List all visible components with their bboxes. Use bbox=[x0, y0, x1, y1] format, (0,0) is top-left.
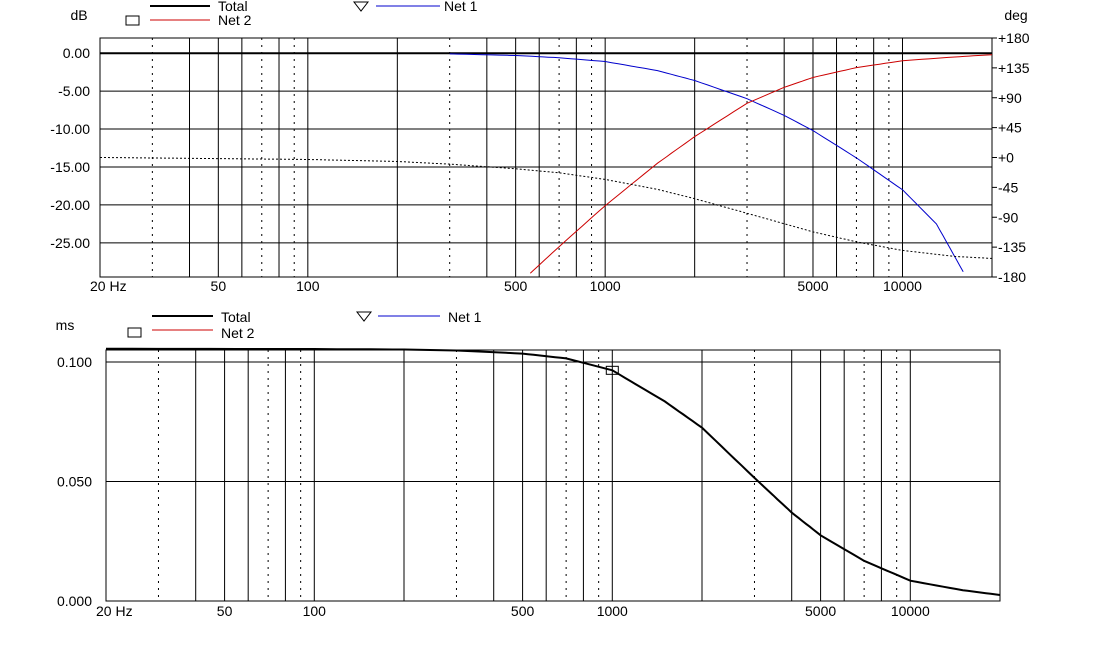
x-tick-label: 100 bbox=[303, 603, 327, 619]
y-tick-label: -10.00 bbox=[50, 121, 90, 137]
x-tick-label: 100 bbox=[296, 278, 320, 294]
x-axis: 20 Hz 50 100 500 1000 5000 10000 bbox=[90, 278, 922, 294]
y-tick-label-right: +0 bbox=[998, 150, 1014, 166]
x-tick-label: 20 Hz bbox=[90, 278, 127, 294]
y-tick-label: 0.100 bbox=[57, 354, 92, 370]
y-tick-label-right: -45 bbox=[998, 179, 1018, 195]
x-axis: 20 Hz 50 100 500 1000 5000 10000 bbox=[96, 603, 930, 619]
y-axis-left: 0.00 -5.00 -10.00 -15.00 -20.00 -25.00 bbox=[50, 45, 90, 251]
group-delay: 0.100 0.050 0.000 ms 20 Hz 50 100 500 1000 5000 10… bbox=[56, 309, 1001, 619]
y-axis-unit-left: ms bbox=[56, 317, 75, 333]
y-tick-label-right: -90 bbox=[998, 209, 1018, 225]
y-tick-label: 0.050 bbox=[57, 473, 92, 489]
legend-label-net1: Net 1 bbox=[444, 0, 478, 14]
x-tick-label: 1000 bbox=[590, 278, 621, 294]
y-tick-label: -15.00 bbox=[50, 159, 90, 175]
x-tick-label: 20 Hz bbox=[96, 603, 133, 619]
plot-frame bbox=[99, 37, 993, 278]
y-tick-label: -20.00 bbox=[50, 197, 90, 213]
y-axis-left: 0.100 0.050 0.000 bbox=[57, 354, 92, 609]
y-tick-label: 0.00 bbox=[63, 45, 90, 61]
y-tick-label-right: -180 bbox=[998, 269, 1026, 285]
y-tick-label-right: +90 bbox=[998, 90, 1022, 106]
legend-triangle-icon bbox=[355, 311, 373, 322]
cursor-marker bbox=[605, 365, 619, 375]
legend-square-icon bbox=[127, 327, 142, 338]
x-tick-label: 5000 bbox=[797, 278, 828, 294]
legend-label-total: Total bbox=[218, 0, 248, 14]
legend-label-total: Total bbox=[221, 309, 251, 325]
series bbox=[99, 52, 993, 274]
legend-label-net2: Net 2 bbox=[221, 325, 255, 341]
y-tick-label: -5.00 bbox=[58, 83, 90, 99]
legend-triangle-icon bbox=[352, 1, 370, 12]
x-tick-label: 10000 bbox=[891, 603, 930, 619]
series-net-1 bbox=[449, 53, 964, 272]
frequency-response: 0.00-5.00-10.00-15.00-20.00-25.00dB+180+… bbox=[50, 0, 1029, 294]
x-tick-label: 1000 bbox=[597, 603, 628, 619]
series-phase bbox=[99, 157, 993, 259]
y-tick-label-right: -135 bbox=[998, 239, 1026, 255]
vertical-grid bbox=[157, 350, 911, 601]
y-axis-right: +180 +135 +90 +45 +0 -45 -90 -135 -180 bbox=[992, 30, 1030, 285]
y-tick-label-right: +45 bbox=[998, 120, 1022, 136]
y-tick-label-right: +135 bbox=[998, 60, 1030, 76]
legend-label-net2: Net 2 bbox=[218, 12, 252, 28]
x-tick-label: 10000 bbox=[883, 278, 922, 294]
y-axis-unit-right: deg bbox=[1004, 7, 1027, 23]
x-tick-label: 5000 bbox=[805, 603, 836, 619]
x-tick-label: 500 bbox=[504, 278, 528, 294]
y-tick-label: 0.000 bbox=[57, 593, 92, 609]
series bbox=[106, 347, 1001, 596]
x-tick-label: 50 bbox=[211, 278, 227, 294]
y-tick-label-right: +180 bbox=[998, 30, 1030, 46]
legend-square-icon bbox=[125, 15, 140, 26]
series-net-2 bbox=[529, 54, 993, 274]
x-tick-label: 500 bbox=[511, 603, 535, 619]
legend-label-net1: Net 1 bbox=[448, 309, 482, 325]
plot-frame bbox=[105, 349, 1001, 602]
y-axis-unit-left: dB bbox=[70, 7, 87, 23]
series-total bbox=[106, 347, 1001, 596]
y-tick-label: -25.00 bbox=[50, 235, 90, 251]
x-tick-label: 50 bbox=[217, 603, 233, 619]
